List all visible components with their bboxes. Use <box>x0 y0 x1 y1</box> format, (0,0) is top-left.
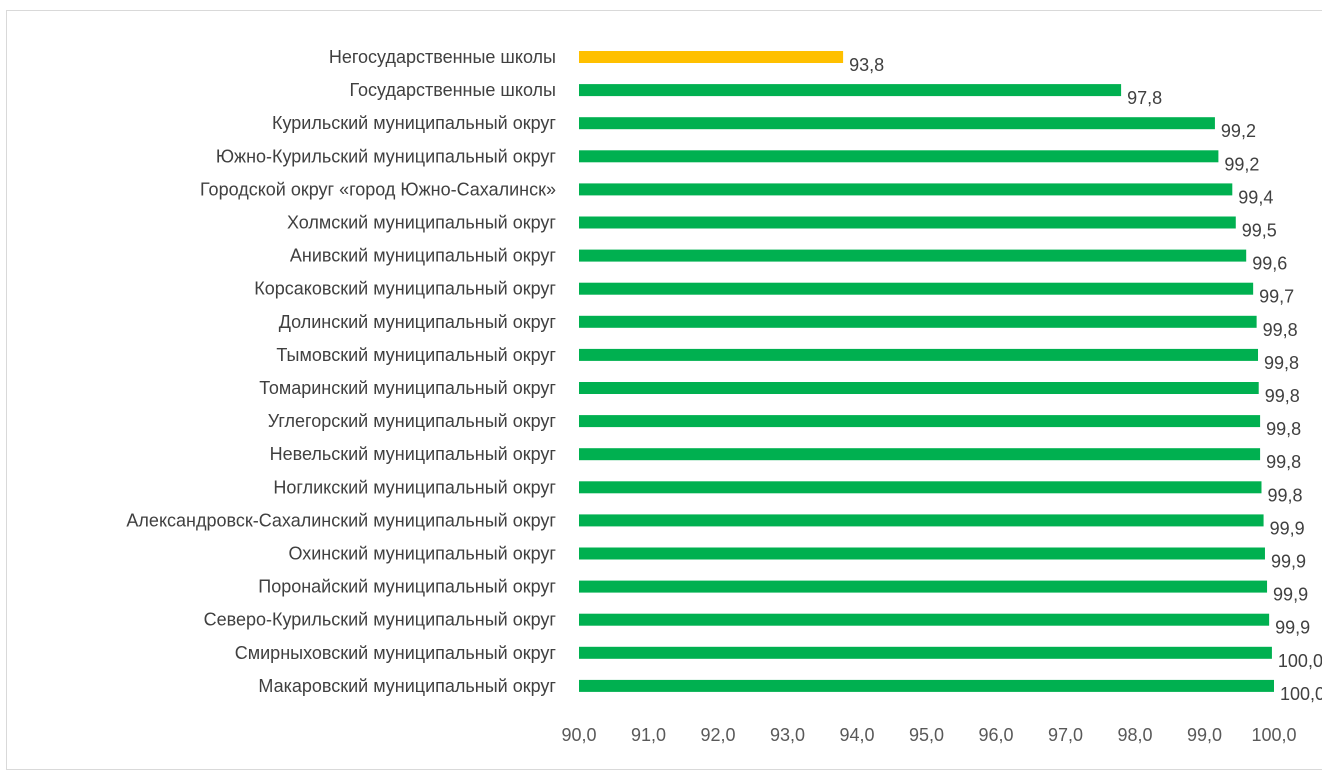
x-tick-label: 100,0 <box>1251 725 1296 745</box>
bar <box>579 150 1219 163</box>
category-label: Охинский муниципальный округ <box>288 544 556 564</box>
value-label: 99,9 <box>1275 618 1310 638</box>
category-label: Государственные школы <box>350 80 557 100</box>
value-label: 99,9 <box>1273 585 1308 605</box>
x-tick-label: 95,0 <box>909 725 944 745</box>
x-tick-label: 93,0 <box>770 725 805 745</box>
category-label: Невельский муниципальный округ <box>270 444 557 464</box>
x-tick-label: 99,0 <box>1187 725 1222 745</box>
category-label: Холмский муниципальный округ <box>287 213 556 233</box>
category-label: Южно-Курильский муниципальный округ <box>216 146 557 166</box>
category-label: Долинский муниципальный округ <box>279 312 557 332</box>
x-axis-ticks: 90,0 91,0 92,0 93,0 94,0 95,0 96,0 97,0 98,0 99,0… <box>561 725 1296 745</box>
bar <box>579 183 1233 196</box>
x-tick-label: 91,0 <box>631 725 666 745</box>
value-label: 99,8 <box>1264 353 1299 373</box>
value-label: 99,2 <box>1224 154 1259 174</box>
bar <box>579 51 844 63</box>
value-label: 99,6 <box>1252 254 1287 274</box>
bar <box>579 315 1257 328</box>
x-tick-label: 97,0 <box>1048 725 1083 745</box>
bar <box>579 415 1261 428</box>
bar <box>579 613 1270 626</box>
value-label: 100,0 <box>1280 684 1322 704</box>
value-label: 97,8 <box>1127 88 1162 108</box>
category-label: Ногликский муниципальный округ <box>273 477 556 497</box>
category-label: Углегорский муниципальный округ <box>268 411 557 431</box>
category-label: Анивский муниципальный округ <box>290 246 557 266</box>
value-label: 99,2 <box>1221 121 1256 141</box>
value-label: 99,8 <box>1267 485 1302 505</box>
category-label: Корсаковский муниципальный округ <box>254 279 556 299</box>
bar <box>579 580 1268 593</box>
bar <box>579 382 1259 394</box>
bar <box>579 646 1272 659</box>
value-label: 99,8 <box>1266 419 1301 439</box>
category-label: Поронайский муниципальный округ <box>258 577 556 597</box>
value-labels: 93,8 97,8 99,2 99,2 99,4 99,5 99,6 99,7 99,8 99,8… <box>849 55 1322 704</box>
value-label: 99,8 <box>1266 452 1301 472</box>
bar <box>579 117 1215 130</box>
x-tick-label: 98,0 <box>1117 725 1152 745</box>
value-label: 99,5 <box>1242 221 1277 241</box>
bar <box>579 84 1122 97</box>
bar <box>579 282 1254 295</box>
value-label: 93,8 <box>849 55 884 75</box>
category-label: Городской округ «город Южно-Сахалинск» <box>200 179 556 199</box>
bar <box>579 448 1261 461</box>
category-label: Северо-Курильский муниципальный округ <box>204 610 557 630</box>
x-tick-label: 94,0 <box>839 725 874 745</box>
value-label: 99,8 <box>1263 320 1298 340</box>
value-label: 99,8 <box>1265 386 1300 406</box>
bar <box>579 547 1265 560</box>
category-label: Макаровский муниципальный округ <box>258 676 556 696</box>
value-label: 100,0 <box>1278 651 1322 671</box>
bar <box>579 481 1262 494</box>
value-label: 99,9 <box>1270 518 1305 538</box>
value-label: 99,9 <box>1271 552 1306 572</box>
bar <box>579 216 1236 229</box>
x-tick-label: 92,0 <box>700 725 735 745</box>
bar <box>579 249 1247 262</box>
category-label: Негосударственные школы <box>329 47 556 67</box>
bar <box>579 514 1264 527</box>
category-label: Смирныховский муниципальный округ <box>235 643 557 663</box>
value-label: 99,7 <box>1259 287 1294 307</box>
value-label: 99,4 <box>1238 187 1273 207</box>
category-label: Александровск-Сахалинский муниципальный … <box>126 510 556 530</box>
category-label: Томаринский муниципальный округ <box>259 378 556 398</box>
x-tick-label: 90,0 <box>561 725 596 745</box>
category-labels: Негосударственные школы Государственные ш… <box>126 47 556 696</box>
bar <box>579 679 1274 692</box>
x-tick-label: 96,0 <box>978 725 1013 745</box>
category-label: Курильский муниципальный округ <box>272 113 556 133</box>
category-label: Тымовский муниципальный округ <box>276 345 556 365</box>
bar <box>579 348 1259 361</box>
bars-group <box>579 51 1274 692</box>
